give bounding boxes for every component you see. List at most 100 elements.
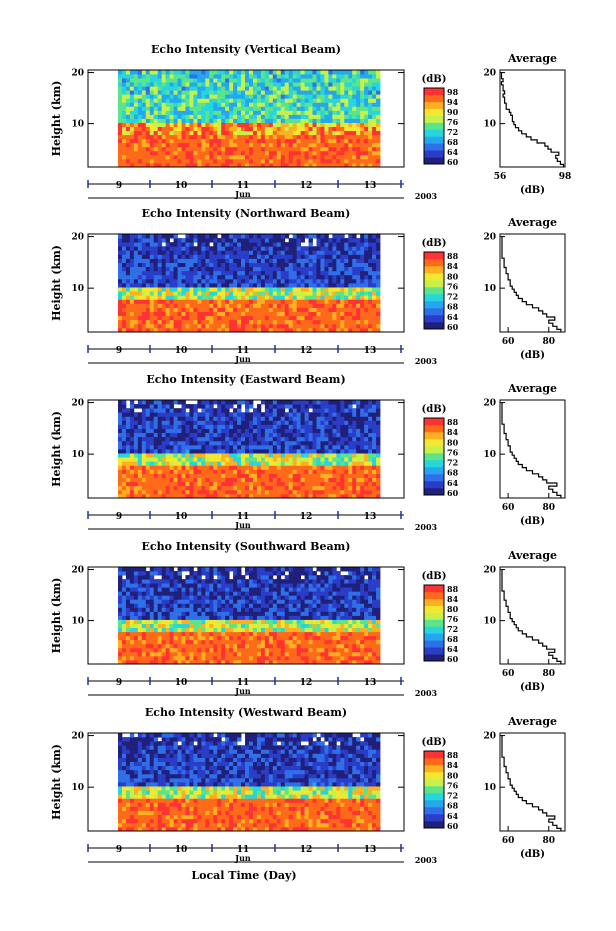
echo-cell xyxy=(352,420,357,425)
echo-cell xyxy=(332,420,337,425)
echo-cell xyxy=(193,299,198,304)
echo-cell xyxy=(165,158,171,164)
echo-cell xyxy=(316,315,321,321)
echo-cell xyxy=(284,493,290,499)
echo-cell xyxy=(264,78,270,83)
average-x-tick-label: 60 xyxy=(502,337,515,347)
echo-cell xyxy=(189,238,194,243)
echo-cell xyxy=(280,106,286,111)
echo-cell xyxy=(336,138,341,144)
echo-cell xyxy=(292,465,298,470)
y-tick-label: 10 xyxy=(71,284,84,294)
echo-cell xyxy=(260,424,266,429)
echo-cell xyxy=(260,428,266,434)
echo-cell xyxy=(304,311,309,317)
echo-cell xyxy=(268,311,274,317)
echo-cell xyxy=(141,291,147,296)
echo-cell xyxy=(157,238,163,243)
echo-cell xyxy=(256,295,262,300)
echo-cell xyxy=(288,444,294,450)
echo-cell xyxy=(364,469,369,474)
echo-cell xyxy=(121,106,127,111)
echo-cell xyxy=(153,416,159,421)
echo-cell xyxy=(372,162,377,168)
echo-cell xyxy=(372,424,377,429)
chart-panel-1: Echo Intensity (Vertical Beam)2010Height… xyxy=(50,43,571,201)
echo-cell xyxy=(201,278,206,284)
echo-cell xyxy=(360,74,365,79)
echo-cell xyxy=(348,327,353,333)
echo-cell xyxy=(217,250,222,255)
echo-cell xyxy=(225,106,230,111)
echo-cell xyxy=(328,266,333,272)
echo-cell xyxy=(284,457,290,462)
echo-cell xyxy=(137,436,143,442)
echo-cell xyxy=(256,436,262,442)
echo-cell xyxy=(304,110,309,115)
echo-cell xyxy=(249,307,254,312)
echo-cell xyxy=(157,274,163,280)
echo-cell xyxy=(316,242,321,247)
echo-cell xyxy=(272,162,278,168)
echo-heatmap xyxy=(118,400,381,499)
echo-cell xyxy=(201,118,206,123)
echo-cell xyxy=(213,453,218,458)
echo-cell xyxy=(316,457,321,462)
echo-cell xyxy=(229,146,234,152)
echo-cell xyxy=(189,130,194,136)
echo-cell xyxy=(161,444,167,450)
echo-cell xyxy=(324,238,329,243)
echo-cell xyxy=(352,242,357,247)
echo-cell xyxy=(376,323,381,329)
echo-cell xyxy=(340,94,345,99)
echo-cell xyxy=(368,299,373,304)
echo-cell xyxy=(296,457,302,462)
echo-cell xyxy=(201,102,206,107)
echo-cell xyxy=(308,114,313,119)
echo-cell xyxy=(312,82,317,87)
echo-cell xyxy=(288,98,294,103)
echo-cell xyxy=(161,274,167,280)
echo-cell xyxy=(225,70,230,75)
echo-cell xyxy=(332,291,337,296)
echo-cell xyxy=(237,327,242,333)
echo-cell xyxy=(229,473,234,478)
echo-cell xyxy=(252,485,258,491)
echo-cell xyxy=(372,461,377,466)
echo-cell xyxy=(189,493,194,499)
echo-cell xyxy=(272,122,278,127)
echo-cell xyxy=(252,242,258,247)
echo-cell xyxy=(137,493,143,499)
echo-cell xyxy=(260,655,266,661)
echo-cell xyxy=(280,110,286,115)
echo-cell xyxy=(125,436,131,442)
echo-cell xyxy=(153,432,159,438)
echo-cell xyxy=(368,274,373,280)
echo-cell xyxy=(165,323,171,329)
colorbar-tick-label: 76 xyxy=(447,281,459,291)
echo-cell xyxy=(368,250,373,255)
echo-cell xyxy=(169,659,174,665)
echo-cell xyxy=(161,319,167,325)
echo-cell xyxy=(221,74,226,79)
echo-cell xyxy=(268,485,274,491)
echo-cell xyxy=(241,142,246,148)
echo-cell xyxy=(296,307,302,312)
echo-cell xyxy=(288,424,294,429)
echo-cell xyxy=(280,469,286,474)
echo-cell xyxy=(237,234,242,239)
echo-cell xyxy=(193,270,198,276)
echo-cell xyxy=(376,142,381,148)
echo-cell xyxy=(169,400,174,405)
echo-cell xyxy=(260,154,266,160)
echo-cell xyxy=(260,420,266,425)
echo-cell xyxy=(260,436,266,442)
echo-cell xyxy=(181,142,186,148)
echo-cell xyxy=(352,110,357,115)
echo-cell xyxy=(328,485,333,491)
echo-cell xyxy=(185,138,190,144)
echo-cell xyxy=(169,114,174,119)
echo-cell xyxy=(201,90,206,95)
echo-cell xyxy=(169,424,174,429)
echo-cell xyxy=(268,246,274,251)
